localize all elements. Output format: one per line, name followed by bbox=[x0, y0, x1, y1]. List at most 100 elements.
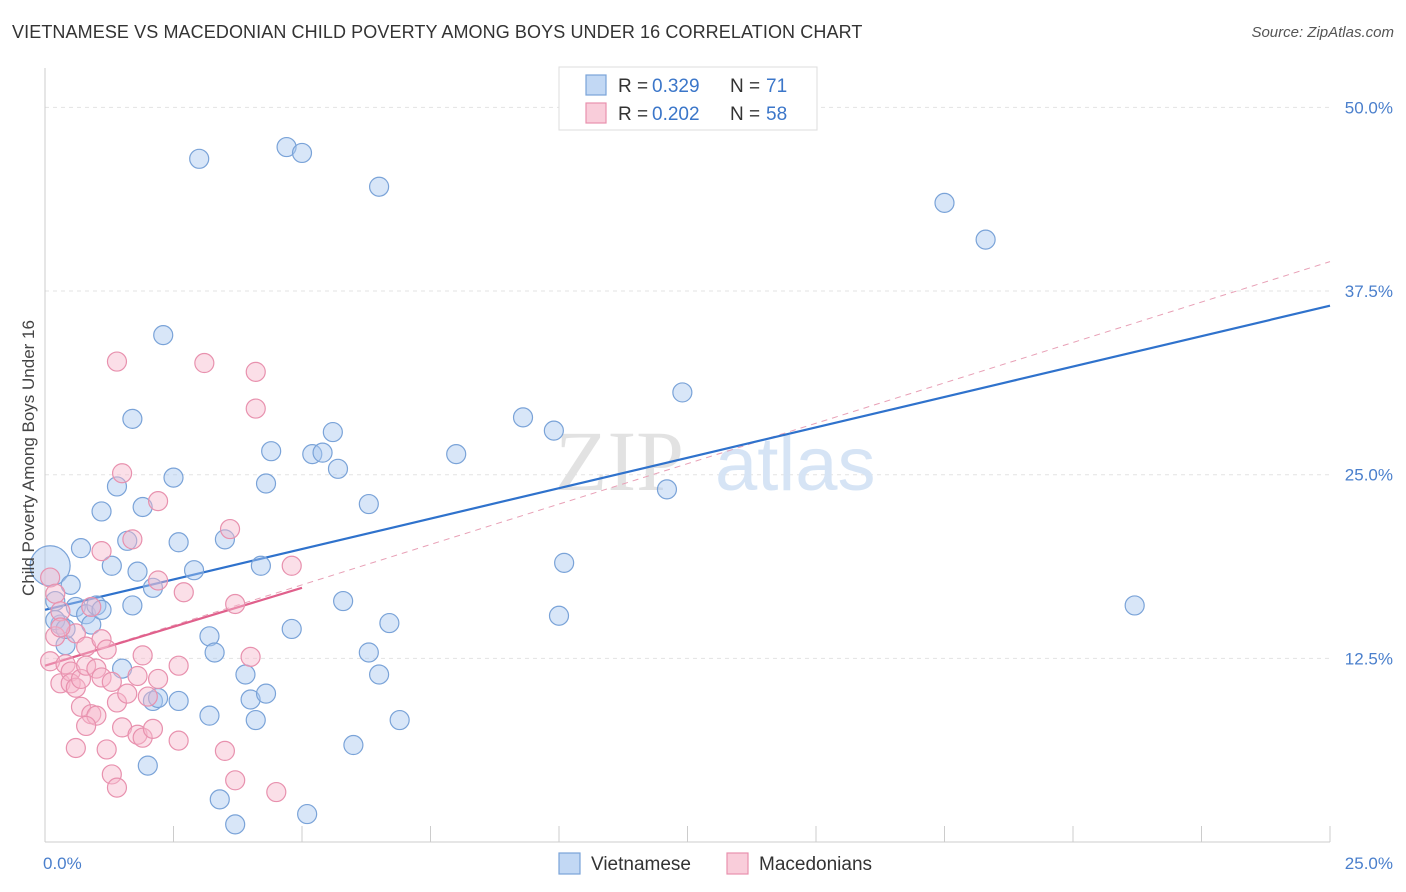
point-macedonians bbox=[214, 740, 235, 762]
trend-line-vietnamese bbox=[44, 304, 1331, 611]
point-vietnamese bbox=[302, 444, 323, 465]
series-legend-swatch bbox=[558, 852, 581, 875]
point-macedonians bbox=[122, 529, 143, 550]
point-vietnamese bbox=[255, 683, 277, 704]
point-macedonians bbox=[147, 491, 169, 512]
x-tick-label: 0.0% bbox=[43, 854, 82, 873]
point-vietnamese bbox=[934, 192, 955, 213]
point-vietnamese bbox=[446, 444, 467, 465]
point-vietnamese bbox=[70, 538, 92, 559]
point-vietnamese bbox=[65, 596, 86, 618]
point-vietnamese bbox=[245, 709, 266, 731]
point-vietnamese bbox=[137, 755, 158, 776]
y-tick-label: 12.5% bbox=[1345, 649, 1393, 668]
watermark-zip: ZIP bbox=[555, 413, 684, 509]
point-vietnamese bbox=[297, 803, 318, 825]
point-vietnamese bbox=[291, 142, 313, 164]
point-macedonians bbox=[117, 683, 138, 704]
point-vietnamese bbox=[327, 458, 349, 479]
point-macedonians bbox=[168, 655, 189, 676]
point-vietnamese bbox=[240, 689, 261, 710]
point-macedonians bbox=[101, 671, 122, 692]
point-macedonians bbox=[86, 705, 107, 726]
r-label: R = bbox=[618, 104, 648, 125]
point-macedonians bbox=[240, 646, 261, 667]
point-macedonians bbox=[127, 665, 148, 687]
point-vietnamese bbox=[281, 618, 302, 640]
series-legend-label: Macedonians bbox=[759, 854, 872, 875]
point-vietnamese bbox=[554, 552, 575, 573]
point-macedonians bbox=[101, 764, 122, 785]
point-macedonians bbox=[225, 770, 246, 791]
n-value: 71 bbox=[766, 76, 787, 97]
point-vietnamese bbox=[322, 421, 343, 443]
stats-legend-swatch bbox=[585, 74, 607, 96]
point-vietnamese bbox=[276, 136, 297, 158]
point-vietnamese bbox=[548, 605, 570, 626]
point-vietnamese bbox=[163, 467, 184, 488]
point-macedonians bbox=[96, 639, 117, 660]
n-label: N = bbox=[730, 104, 760, 125]
point-macedonians bbox=[106, 777, 128, 798]
y-tick-label: 50.0% bbox=[1345, 98, 1393, 117]
r-value: 0.202 bbox=[652, 104, 700, 125]
point-vietnamese bbox=[122, 408, 143, 429]
point-vietnamese bbox=[214, 529, 235, 550]
data-points bbox=[29, 136, 1145, 835]
point-vietnamese bbox=[189, 148, 210, 169]
watermark-atlas: atlas bbox=[715, 422, 876, 507]
r-label: R = bbox=[618, 76, 648, 97]
point-macedonians bbox=[111, 463, 133, 484]
trend-lines bbox=[44, 261, 1331, 667]
point-macedonians bbox=[266, 781, 287, 803]
point-vietnamese bbox=[101, 555, 122, 576]
point-vietnamese bbox=[209, 789, 230, 810]
point-macedonians bbox=[65, 737, 86, 759]
point-macedonians bbox=[147, 570, 169, 591]
point-macedonians bbox=[245, 398, 266, 419]
watermark: ZIP atlas bbox=[555, 413, 876, 509]
point-vietnamese bbox=[122, 595, 143, 616]
y-tick-label: 25.0% bbox=[1345, 466, 1393, 485]
point-macedonians bbox=[76, 715, 97, 737]
point-macedonians bbox=[168, 730, 189, 751]
point-vietnamese bbox=[168, 532, 189, 553]
point-vietnamese bbox=[153, 325, 174, 346]
point-vietnamese bbox=[106, 476, 128, 497]
point-vietnamese bbox=[183, 560, 205, 581]
point-vietnamese bbox=[168, 690, 189, 712]
chart-title: VIETNAMESE VS MACEDONIAN CHILD POVERTY A… bbox=[12, 22, 863, 42]
point-macedonians bbox=[194, 352, 215, 374]
n-value: 58 bbox=[766, 104, 787, 125]
point-vietnamese bbox=[389, 709, 410, 731]
series-legend-swatch bbox=[726, 852, 749, 875]
point-macedonians bbox=[91, 540, 112, 562]
point-macedonians bbox=[40, 651, 61, 672]
point-vietnamese bbox=[91, 501, 112, 522]
point-vietnamese bbox=[127, 561, 148, 582]
point-vietnamese bbox=[656, 479, 678, 500]
point-vietnamese bbox=[343, 734, 364, 756]
point-macedonians bbox=[147, 668, 169, 690]
trend-line-dashed-macedonians bbox=[44, 261, 1331, 667]
point-macedonians bbox=[50, 617, 71, 638]
point-vietnamese bbox=[333, 590, 354, 612]
x-tick-label: 25.0% bbox=[1345, 854, 1393, 873]
point-vietnamese bbox=[261, 441, 282, 462]
point-vietnamese bbox=[255, 473, 277, 494]
n-label: N = bbox=[730, 76, 760, 97]
point-macedonians bbox=[45, 583, 66, 604]
y-axis-label: Child Poverty Among Boys Under 16 bbox=[19, 320, 38, 596]
stats-legend-swatch bbox=[585, 102, 607, 124]
point-vietnamese bbox=[250, 555, 271, 576]
point-macedonians bbox=[245, 361, 266, 382]
point-vietnamese bbox=[312, 442, 333, 463]
point-macedonians bbox=[60, 661, 81, 682]
stats-legend: R = 0.329 N = 71 R = 0.202 N = 58 bbox=[558, 66, 818, 131]
point-macedonians bbox=[70, 696, 92, 717]
point-macedonians bbox=[106, 692, 128, 713]
point-macedonians bbox=[142, 718, 164, 739]
series-legend-label: Vietnamese bbox=[591, 854, 691, 875]
point-macedonians bbox=[96, 739, 117, 760]
